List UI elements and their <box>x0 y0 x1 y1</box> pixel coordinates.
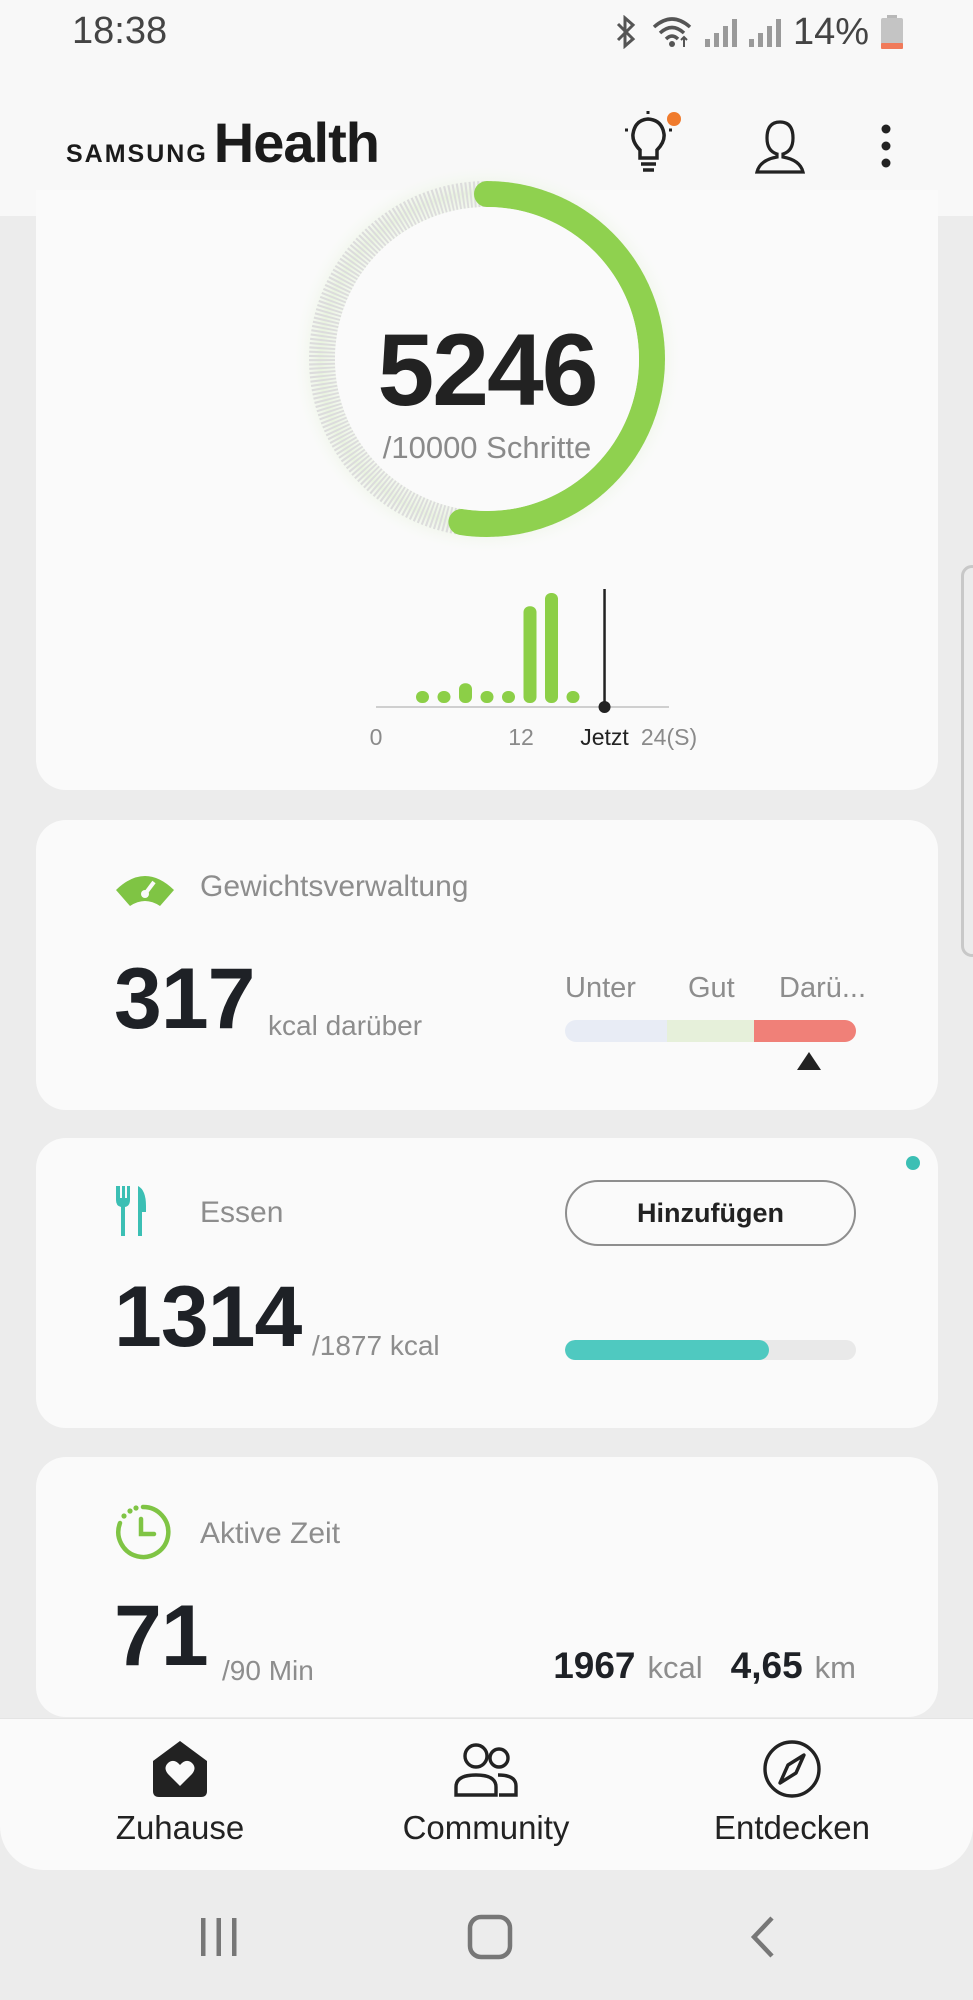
chart-bar-2 <box>459 683 472 703</box>
chart-bar-5 <box>523 606 537 703</box>
chart-tick-label-1: 12 <box>508 724 534 750</box>
signal-icon <box>704 17 737 47</box>
people-icon <box>454 1743 518 1797</box>
active-stats: 1967 kcal 4,65 km <box>553 1645 856 1687</box>
back-icon <box>750 1916 774 1958</box>
nav-label-discover: Entdecken <box>714 1809 870 1846</box>
nav-label-community: Community <box>402 1809 570 1846</box>
compass-icon <box>763 1740 821 1798</box>
now-indicator-dot <box>598 701 611 713</box>
system-navigation-bar <box>0 1870 973 2000</box>
bluetooth-icon <box>616 15 636 49</box>
food-unit: /1877 kcal <box>312 1330 440 1361</box>
chart-bar-4 <box>502 691 515 703</box>
weight-management-card[interactable]: Gewichtsverwaltung 317 kcal darüber Unte… <box>36 820 938 1110</box>
steps-card[interactable]: 5246 /10000 Schritte 0 12 Jetzt 24(S) <box>36 163 938 790</box>
active-time-value: 71 <box>114 1588 209 1684</box>
active-time-icon <box>116 1504 171 1560</box>
profile-icon <box>754 120 806 174</box>
logo-product: Health <box>213 111 380 174</box>
add-food-button[interactable]: Hinzufügen <box>565 1180 856 1246</box>
range-label-good: Gut <box>688 972 735 1004</box>
chart-bar-6 <box>545 593 558 703</box>
chart-bar-7 <box>566 691 580 703</box>
home-icon <box>467 1914 513 1960</box>
food-value: 1314 <box>114 1269 302 1365</box>
active-distance-value: 4,65 <box>730 1645 803 1686</box>
back-button[interactable] <box>728 1902 798 1972</box>
new-indicator-dot <box>906 1156 920 1170</box>
chart-tick-label-2: Jetzt <box>580 724 629 750</box>
range-label-over: Darü... <box>779 972 867 1004</box>
battery-icon <box>881 15 903 49</box>
lightbulb-icon <box>625 111 681 172</box>
chart-bar-0 <box>416 691 429 703</box>
active-distance-unit: km <box>814 1650 856 1685</box>
range-segment-over <box>754 1020 856 1042</box>
home-system-button[interactable] <box>455 1902 525 1972</box>
hourly-steps-chart: 0 12 Jetzt 24(S) <box>370 589 697 750</box>
fork-knife-icon <box>116 1186 146 1236</box>
chart-bar-3 <box>480 691 494 703</box>
chart-tick-label-3: 24(S) <box>641 724 697 750</box>
active-kcal-value: 1967 <box>553 1645 636 1686</box>
more-vert-icon <box>881 124 891 168</box>
active-time-card[interactable]: Aktive Zeit 71 /90 Min 1967 kcal 4,65 km <box>36 1457 938 1717</box>
status-bar: 18:38 14% <box>0 0 973 66</box>
more-options-button[interactable] <box>854 110 918 182</box>
steps-goal: /10000 Schritte <box>382 430 592 465</box>
home-heart-icon <box>153 1741 207 1797</box>
chart-bar-1 <box>437 691 451 703</box>
food-progress-fill <box>565 1340 769 1360</box>
weight-title: Gewichtsverwaltung <box>200 870 469 903</box>
food-card[interactable]: Essen Hinzufügen 1314 /1877 kcal <box>36 1138 938 1428</box>
recent-apps-button[interactable] <box>184 1902 254 1972</box>
battery-percentage: 14% <box>792 10 869 53</box>
notification-dot <box>667 112 681 126</box>
signal-icon-2 <box>748 17 781 47</box>
scroll-handle[interactable] <box>961 565 973 957</box>
weight-unit: kcal darüber <box>268 1010 423 1041</box>
samsung-health-logo: SAMSUNG Health <box>66 110 380 175</box>
nav-item-home[interactable]: Zuhause <box>70 1739 290 1847</box>
food-progress-bar <box>565 1340 856 1360</box>
steps-progress-ring <box>291 163 683 555</box>
weight-range-bar <box>565 1020 856 1042</box>
nav-label-home: Zuhause <box>115 1809 245 1846</box>
tips-button[interactable] <box>620 110 684 182</box>
active-time-title: Aktive Zeit <box>200 1517 341 1550</box>
nav-item-community[interactable]: Community <box>376 1739 596 1847</box>
status-time: 18:38 <box>72 10 168 52</box>
recent-apps-icon <box>201 1918 237 1956</box>
food-title: Essen <box>200 1196 284 1229</box>
range-segment-good <box>666 1020 755 1042</box>
active-time-unit: /90 Min <box>222 1655 314 1686</box>
chart-tick-label-0: 0 <box>370 724 383 750</box>
active-kcal-unit: kcal <box>647 1650 703 1685</box>
weight-value: 317 <box>114 951 255 1047</box>
nav-item-discover[interactable]: Entdecken <box>682 1739 902 1847</box>
scale-icon <box>116 876 174 906</box>
range-segment-under <box>565 1020 667 1042</box>
range-label-under: Unter <box>565 972 636 1004</box>
bottom-navigation: Zuhause Community Entdecken <box>0 1718 973 1870</box>
status-icons: 14% <box>613 10 903 54</box>
range-marker-triangle-icon <box>797 1052 822 1070</box>
logo-brand: SAMSUNG <box>66 140 208 168</box>
steps-count: 5246 <box>377 313 599 427</box>
wifi-icon <box>652 17 692 47</box>
profile-button[interactable] <box>748 110 812 182</box>
